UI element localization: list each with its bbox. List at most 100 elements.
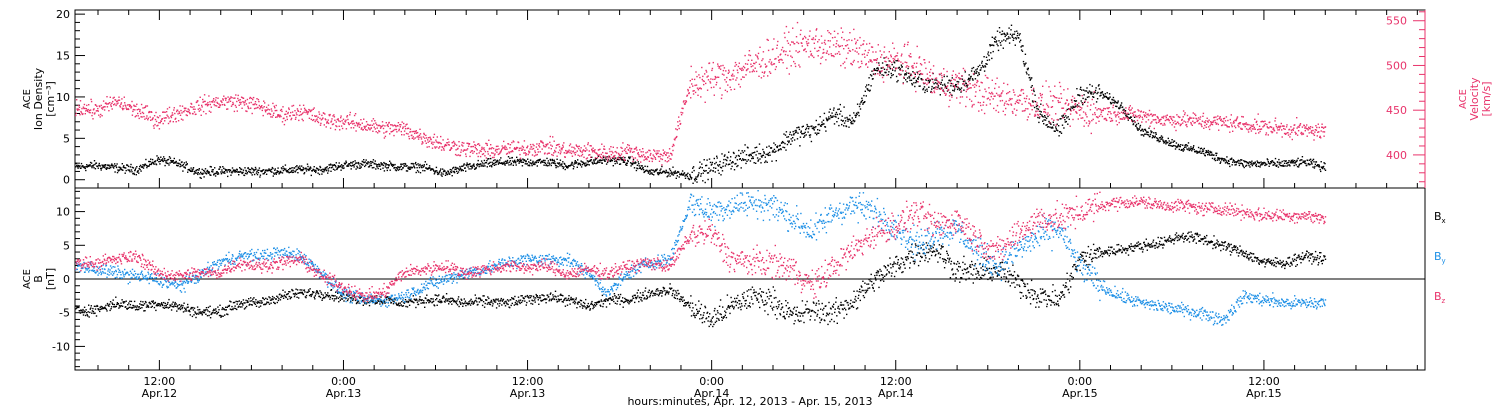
data-point [822, 123, 824, 125]
data-point [695, 178, 698, 180]
data-point [601, 143, 603, 145]
data-point [979, 89, 981, 92]
data-point [116, 163, 118, 165]
data-point [855, 43, 857, 45]
data-point [1057, 118, 1059, 121]
data-point [678, 116, 680, 118]
data-point [270, 116, 272, 118]
data-point [951, 74, 953, 77]
data-point [753, 70, 755, 73]
data-point [715, 84, 717, 86]
data-point [721, 94, 723, 96]
data-point [648, 169, 651, 172]
data-point [1243, 166, 1245, 169]
data-point [1217, 158, 1219, 160]
x-tick-label-date: Apr.12 [142, 387, 178, 400]
data-point [633, 162, 635, 164]
data-point [906, 43, 909, 46]
data-point [277, 115, 279, 117]
data-point [860, 60, 863, 62]
data-point [531, 154, 534, 156]
data-point [734, 156, 737, 159]
data-point [248, 107, 250, 110]
data-point [896, 81, 898, 83]
data-point [337, 165, 339, 167]
data-point [799, 136, 802, 138]
data-point [804, 135, 806, 137]
data-point [1097, 108, 1100, 110]
data-point [1012, 33, 1014, 36]
data-point [649, 170, 651, 172]
data-point [1019, 94, 1021, 96]
data-point [658, 160, 661, 162]
data-point [749, 153, 751, 156]
data-point [395, 128, 398, 131]
data-point [996, 104, 999, 107]
data-point [274, 107, 276, 109]
data-point [1053, 119, 1055, 121]
data-point [1044, 108, 1046, 111]
data-point [257, 106, 259, 109]
data-point [855, 41, 857, 43]
data-point [633, 167, 636, 169]
data-point [471, 166, 473, 168]
data-point [582, 161, 584, 163]
data-point [725, 70, 727, 72]
data-point [382, 164, 385, 167]
data-point [279, 170, 282, 173]
data-point [1152, 135, 1154, 138]
data-point [1100, 113, 1102, 116]
data-point [761, 59, 763, 62]
data-point [948, 105, 950, 108]
data-point [143, 107, 146, 109]
data-point [593, 161, 595, 163]
data-point [749, 160, 752, 162]
data-point [896, 55, 898, 57]
data-point [362, 128, 364, 131]
data-point [342, 165, 345, 167]
data-point [403, 122, 405, 125]
data-point [676, 172, 678, 174]
data-point [821, 42, 823, 44]
data-point [1171, 139, 1173, 141]
data-point [265, 109, 267, 111]
data-point [1104, 95, 1106, 98]
data-point [103, 164, 105, 166]
data-point [307, 165, 309, 168]
data-point [1287, 161, 1290, 164]
data-point [665, 171, 667, 174]
data-point [771, 64, 773, 66]
data-point [230, 96, 232, 98]
data-point [694, 91, 697, 94]
data-point [375, 163, 377, 165]
data-point [198, 110, 200, 112]
data-point [584, 165, 587, 167]
data-point [169, 157, 172, 159]
data-point [594, 158, 597, 160]
data-point [918, 57, 920, 59]
data-point [504, 164, 506, 166]
data-point [160, 120, 162, 122]
data-point [830, 53, 832, 55]
data-point [805, 134, 807, 136]
data-point [590, 159, 592, 162]
data-point [793, 134, 795, 136]
data-point [1177, 145, 1179, 148]
data-point [170, 159, 172, 162]
data-point [635, 146, 638, 148]
data-point [616, 152, 618, 154]
data-point [1062, 117, 1064, 119]
data-point [862, 103, 864, 105]
data-point [909, 56, 911, 58]
data-point [694, 177, 697, 180]
data-point [154, 161, 156, 163]
data-point [1323, 168, 1326, 170]
data-point [519, 158, 521, 161]
data-point [216, 101, 218, 104]
data-point [1023, 97, 1026, 100]
data-point [313, 119, 315, 121]
data-point [796, 21, 799, 24]
data-point [963, 89, 965, 91]
data-point [714, 75, 716, 78]
